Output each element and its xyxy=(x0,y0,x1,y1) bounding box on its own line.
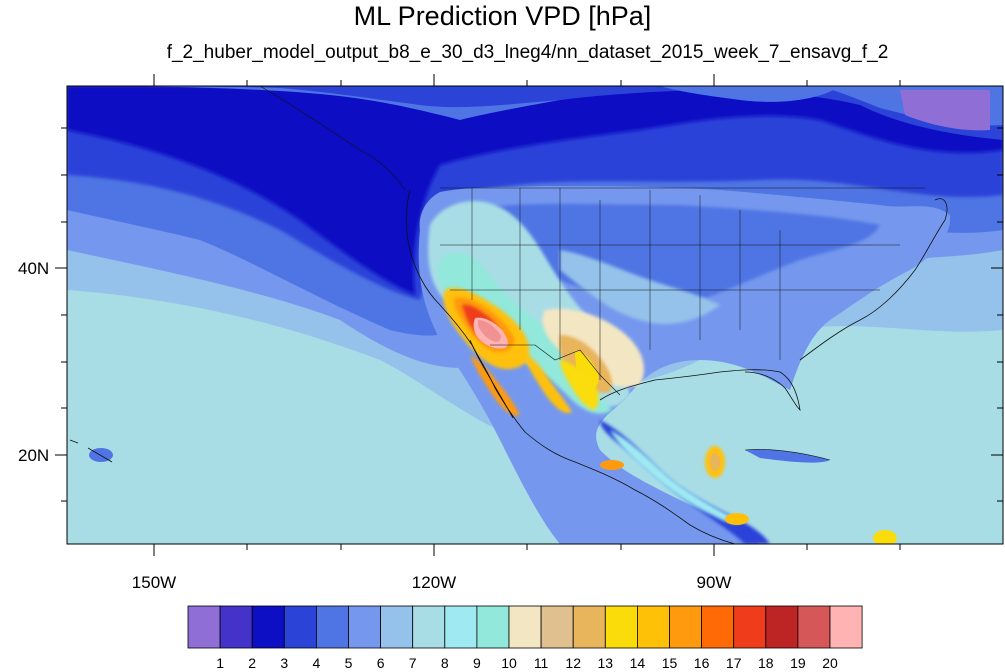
colorbar-label: 13 xyxy=(598,655,614,671)
colorbar-swatch xyxy=(348,605,381,649)
colorbar: 1 2 3 4 5 6 7 8 9 10 11 12 13 14 15 16 17 18 19 20 xyxy=(187,605,863,671)
colorbar-swatch xyxy=(508,605,542,649)
vpd-field xyxy=(67,86,1003,544)
colorbar-label: 16 xyxy=(694,655,710,671)
colorbar-swatch xyxy=(829,605,863,649)
lat-label-40n: 40N xyxy=(18,259,49,278)
colorbar-label: 14 xyxy=(630,655,646,671)
colorbar-label: 19 xyxy=(790,655,806,671)
colorbar-label: 2 xyxy=(248,655,256,671)
colorbar-swatch xyxy=(733,605,767,649)
colorbar-label: 8 xyxy=(441,655,449,671)
page-title: ML Prediction VPD [hPa] xyxy=(353,1,652,31)
colorbar-label: 20 xyxy=(822,655,838,671)
colorbar-label: 18 xyxy=(758,655,774,671)
lat-label-20n: 20N xyxy=(18,446,49,465)
colorbar-swatch xyxy=(444,605,478,649)
colorbar-label: 1 xyxy=(216,655,224,671)
colorbar-swatch xyxy=(412,605,446,649)
lon-label-120w: 120W xyxy=(412,573,456,592)
lon-label-150w: 150W xyxy=(132,573,176,592)
colorbar-swatch xyxy=(251,605,285,649)
colorbar-swatch xyxy=(187,605,221,649)
colorbar-swatch xyxy=(572,605,606,649)
colorbar-swatch xyxy=(380,605,414,649)
colorbar-label: 4 xyxy=(313,655,321,671)
colorbar-swatch xyxy=(701,605,735,649)
colorbar-swatch xyxy=(476,605,510,649)
colorbar-label: 10 xyxy=(501,655,517,671)
colorbar-label: 15 xyxy=(662,655,678,671)
colorbar-swatch xyxy=(540,605,574,649)
page-subtitle: f_2_huber_model_output_b8_e_30_d3_lneg4/… xyxy=(166,42,889,63)
colorbar-label: 3 xyxy=(280,655,288,671)
colorbar-label: 5 xyxy=(345,655,353,671)
colorbar-label: 12 xyxy=(565,655,581,671)
colorbar-label: 7 xyxy=(409,655,417,671)
colorbar-swatch xyxy=(219,605,253,649)
colorbar-swatch xyxy=(604,605,638,649)
colorbar-swatch xyxy=(765,605,799,649)
colorbar-swatch xyxy=(315,605,349,649)
colorbar-swatch xyxy=(797,605,831,649)
colorbar-label: 9 xyxy=(473,655,481,671)
colorbar-swatch xyxy=(637,605,670,649)
colorbar-swatch xyxy=(669,605,702,649)
coastlines xyxy=(69,86,948,544)
lon-label-90w: 90W xyxy=(697,573,732,592)
colorbar-label: 17 xyxy=(726,655,742,671)
colorbar-label: 6 xyxy=(377,655,385,671)
colorbar-label: 11 xyxy=(534,655,549,671)
axis-ticks xyxy=(55,74,1003,556)
colorbar-swatch xyxy=(283,605,317,649)
